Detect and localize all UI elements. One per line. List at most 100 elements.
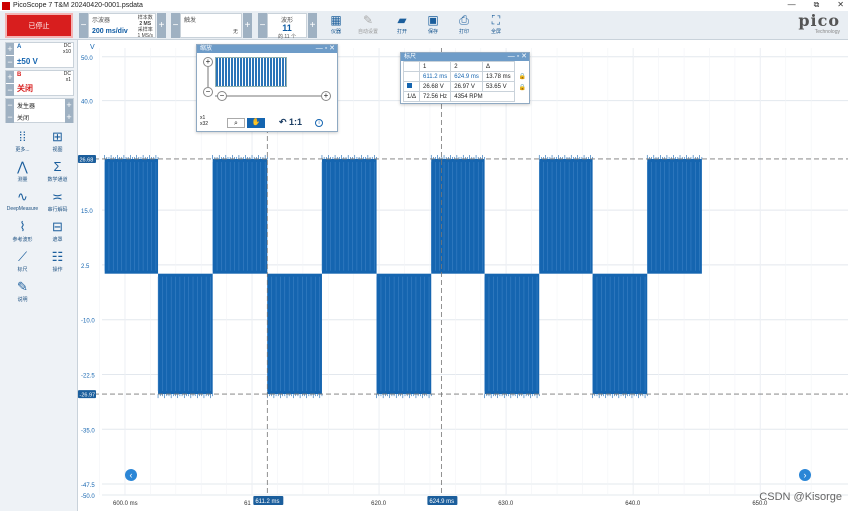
generator-minus2-button[interactable]: −	[6, 111, 14, 123]
open-icon: ▰	[397, 13, 407, 27]
save-button-label: 保存	[427, 29, 438, 35]
ruler-header-2: 2	[450, 61, 483, 72]
open-button[interactable]: ▰ 打开	[389, 12, 415, 38]
x-tick-label: 640.0	[625, 501, 641, 507]
deepmeasure-tool[interactable]: ∿ DeepMeasure	[5, 188, 40, 216]
capture-total: 的 11 个	[278, 34, 296, 40]
lock-icon-2[interactable]: 🔒	[518, 85, 526, 91]
waveform-segment	[646, 154, 703, 274]
trigger-decrease-button[interactable]: −	[171, 13, 180, 38]
fullscreen-button[interactable]: ⛶ 全屏	[483, 12, 509, 38]
y-tick-label: -47.5	[81, 483, 95, 489]
y-tick-label: -35.0	[81, 428, 95, 434]
zoom-reset-button[interactable]: ↶ 1:1	[279, 117, 303, 127]
notes-tool[interactable]: ✎ 说明	[5, 278, 40, 306]
minimize-button[interactable]: —	[787, 0, 796, 9]
waveform-block	[647, 158, 702, 274]
voltage-ruler-handle[interactable]	[78, 154, 96, 163]
timebase-group[interactable]: 示波器 200 ms/div 样本数 2 MS 采样率 1 MS/s	[88, 13, 156, 39]
channel-b-plus-button[interactable]: +	[6, 71, 14, 83]
notes-tool-label: 说明	[17, 297, 28, 303]
time-ruler-label: 611.2 ms	[255, 499, 279, 505]
y-zoom-slider[interactable]	[207, 67, 209, 87]
print-button[interactable]: ⎙ 打印	[451, 12, 477, 38]
math-icon: Σ	[53, 159, 62, 174]
ruler-tool-label: 标尺	[17, 267, 28, 273]
x-zoom-slider[interactable]	[215, 95, 330, 97]
info-icon[interactable]: i	[315, 119, 323, 127]
reference-icon: ⌇	[19, 219, 26, 234]
mask-tool[interactable]: ⊟ 遮罩	[40, 218, 75, 246]
channel-a-panel[interactable]: + − A DC x10 ±50 V	[5, 42, 74, 68]
restore-button[interactable]: ⧉	[813, 0, 820, 9]
x-tick-label: 630.0	[498, 501, 514, 507]
run-stop-button[interactable]: 已停止	[5, 13, 73, 38]
save-button[interactable]: ▣ 保存	[420, 12, 446, 38]
zoom-y-factor: x32	[200, 121, 209, 127]
scroll-right-button[interactable]: ›	[799, 469, 811, 481]
zoom-in-y-icon[interactable]: +	[203, 57, 213, 67]
actions-icon: ☷	[51, 249, 64, 264]
channel-a-plus-button[interactable]: +	[6, 43, 14, 55]
timebase-decrease-button[interactable]: −	[79, 13, 88, 38]
generator-panel[interactable]: − − + + 发生器 关闭	[5, 98, 74, 123]
channel-b-panel[interactable]: + − B DC x1 关闭	[5, 70, 74, 96]
zoom-panel[interactable]: 缩放 — ▫ ✕ + − − + x1 x32 ⌕ ✋ ↶ 1:1 i	[196, 44, 338, 132]
generator-plus2-button[interactable]: +	[65, 111, 73, 123]
views-tool[interactable]: ⊞ 视图	[40, 128, 75, 156]
zoom-panel-close-icon[interactable]: — ▫ ✕	[315, 45, 335, 52]
serial-decode-tool-label: 串行解码	[47, 207, 68, 213]
ruler-panel[interactable]: 标尺 — ▫ ✕ 1 2 Δ 611.2 ms 624.9 ms 13.78 ms…	[400, 52, 530, 104]
channel-b-minus-button[interactable]: −	[6, 84, 14, 96]
time-ruler-handle[interactable]	[253, 496, 284, 505]
capture-previous-button[interactable]: −	[258, 13, 267, 38]
zoom-out-x-icon[interactable]: −	[217, 91, 227, 101]
trigger-group[interactable]: 触发 无	[180, 13, 242, 38]
generator-minus-button[interactable]: −	[6, 99, 14, 111]
trigger-increase-button[interactable]: +	[243, 13, 252, 38]
scope-view[interactable]: V 50.0 40.0 15.0 2.5 -10.0 -22.5 -35.0 -47.5 -50.…	[78, 40, 848, 511]
zoom-in-x-icon[interactable]: +	[321, 91, 331, 101]
capture-next-button[interactable]: +	[308, 13, 317, 38]
x-tick-label: 600.0 ms	[113, 501, 138, 507]
waveform-block	[321, 158, 377, 274]
freq-value: 72.56 Hz	[419, 91, 452, 102]
pico-logo: pico Technology	[798, 13, 840, 36]
serial-decode-tool[interactable]: ≍ 串行解码	[40, 188, 75, 216]
zoom-panel-title: 缩放	[200, 46, 213, 52]
voltage-ruler-handle[interactable]	[78, 390, 96, 399]
capture-group[interactable]: 波形 11 的 11 个	[267, 13, 307, 40]
timebase-increase-button[interactable]: +	[157, 13, 166, 38]
freq-label: 1/Δ	[402, 91, 421, 102]
measure-tool[interactable]: ⋀ 测量	[5, 158, 40, 186]
channel-a-minus-button[interactable]: −	[6, 56, 14, 68]
lock-icon[interactable]: 🔒	[518, 74, 526, 80]
zoom-out-y-icon[interactable]: −	[203, 87, 213, 97]
zoom-overview-thumbnail[interactable]	[215, 57, 287, 87]
save-icon: ▣	[427, 13, 439, 27]
auto-setup-button[interactable]: ✎ 自动设置	[355, 12, 381, 38]
generator-plus-button[interactable]: +	[65, 99, 73, 111]
waveform-plot[interactable]: V 50.0 40.0 15.0 2.5 -10.0 -22.5 -35.0 -47.5 -50.…	[78, 40, 848, 511]
capture-label: 波形	[280, 18, 293, 24]
scroll-left-button[interactable]: ‹	[125, 469, 137, 481]
timebase-value: 200 ms/div	[92, 28, 128, 35]
actions-tool[interactable]: ☷ 操作	[40, 248, 75, 276]
close-button[interactable]: ✕	[837, 0, 844, 9]
time-ruler-2: 624.9 ms	[450, 71, 483, 82]
layout-button[interactable]: ▦ 仪器	[323, 12, 349, 38]
ruler-panel-close-icon[interactable]: — ▫ ✕	[507, 53, 527, 60]
waveform-segment	[321, 154, 377, 274]
more-icon: ⁞⁞	[18, 129, 27, 144]
zoom-tool-icon[interactable]: ⌕	[227, 118, 245, 128]
ruler-tool[interactable]: ⟋ 标尺	[5, 248, 40, 276]
x-tick-label: 61	[244, 501, 251, 507]
more-tool[interactable]: ⁞⁞ 更多...	[5, 128, 40, 156]
time-ruler-handle[interactable]	[427, 496, 458, 505]
pan-tool-icon[interactable]: ✋	[247, 118, 265, 128]
measure-icon: ⋀	[17, 159, 28, 174]
math-tool[interactable]: Σ 数学通道	[40, 158, 75, 186]
waveform-block	[376, 273, 432, 395]
reference-tool[interactable]: ⌇ 参考波形	[5, 218, 40, 246]
waveform-segment	[157, 273, 213, 399]
